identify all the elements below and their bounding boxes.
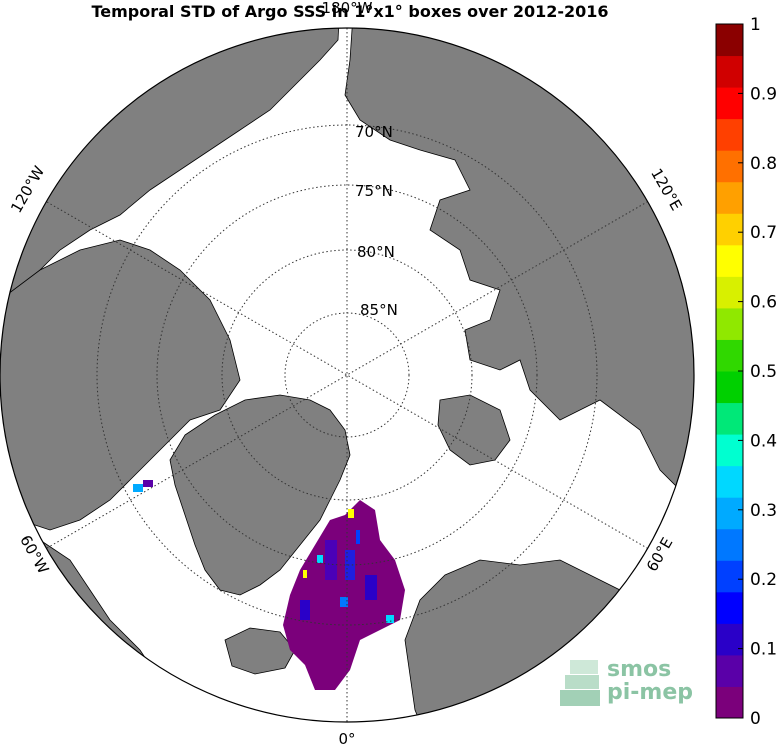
colorbar-block [716,181,743,214]
colorbar-block [716,24,743,57]
colorbar-block [716,213,743,246]
land-greenland [169,394,351,596]
colorbar-ticks: 0 0.1 0.2 0.3 0.4 0.5 0.6 0.7 0.8 0.9 1 [738,15,777,729]
colorbar-block [716,150,743,183]
colorbar-tick-label: 0.8 [750,154,777,174]
colorbar-block [716,87,743,120]
colorbar-block [716,434,743,467]
colorbar-block [716,307,743,340]
colorbar-tick-label: 0.6 [750,293,777,313]
colorbar-block [716,339,743,372]
colorbar-block [716,528,743,561]
lat-label-70: 70°N [355,123,393,141]
map-title: Temporal STD of Argo SSS in 1°x1° boxes … [91,2,609,21]
colorbar-block [716,465,743,498]
land-canada [0,239,241,531]
colorbar-block [716,402,743,435]
meridian-lines [46,28,648,722]
lat-label-80: 80°N [357,243,395,261]
colorbar-tick-label: 0 [750,709,761,729]
colorbar-block [716,686,743,719]
lat-label-85: 85°N [360,301,398,319]
lon-label-top: 180°W [322,0,373,17]
colorbar-block [716,654,743,687]
lon-label-right-upper: 120°E [647,165,685,213]
colorbar-tick-label: 0.5 [750,362,777,382]
colorbar-tick-label: 1 [750,15,761,35]
colorbar-block [716,55,743,88]
colorbar-block [716,244,743,277]
colorbar-tick-label: 0.1 [750,640,777,660]
colorbar-tick-label: 0.9 [750,84,777,104]
colorbar-tick-label: 0.4 [750,431,777,451]
smos-pimep-logo: smos pi-mep [560,657,693,706]
logo-line1: smos [607,657,671,682]
lon-label-bottom: 0° [338,730,355,746]
colorbar-block [716,276,743,309]
argo-data-cells [133,480,405,690]
colorbar-tick-label: 0.2 [750,570,777,590]
colorbar-blocks [716,24,743,719]
argo-cells-main [283,500,405,690]
colorbar-block [716,371,743,404]
lat-75-circle [156,184,538,566]
colorbar-tick-label: 0.7 [750,223,777,243]
land-iceland [224,627,296,675]
colorbar-block [716,560,743,593]
colorbar-block [716,497,743,530]
logo-line2: pi-mep [607,680,693,705]
colorbar-tick-label: 0.3 [750,501,777,521]
colorbar: 0 0.1 0.2 0.3 0.4 0.5 0.6 0.7 0.8 0.9 1 [715,15,777,729]
map-border [0,27,695,723]
colorbar-block [716,623,743,656]
lat-label-75: 75°N [355,182,393,200]
colorbar-block [716,118,743,151]
colorbar-block [716,591,743,624]
